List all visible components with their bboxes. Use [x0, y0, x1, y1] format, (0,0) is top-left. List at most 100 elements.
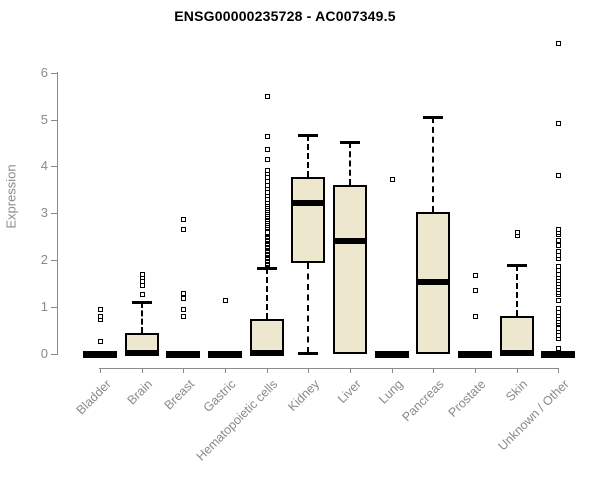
outlier-point: [555, 325, 561, 331]
x-axis-tick: [433, 368, 434, 373]
median-line: [500, 350, 534, 357]
outlier-point: [472, 314, 478, 320]
x-axis-tick: [392, 368, 393, 373]
upper-whisker: [266, 267, 268, 320]
upper-whisker-cap: [298, 133, 318, 137]
outlier-point: [222, 297, 228, 303]
outlier-point: [264, 167, 270, 173]
outlier-point: [555, 237, 561, 243]
median-line: [458, 350, 492, 358]
outlier-point: [472, 288, 478, 294]
outlier-point: [555, 172, 561, 178]
median-line: [166, 350, 200, 358]
upper-whisker-cap: [423, 116, 443, 120]
x-axis-tick: [100, 368, 101, 373]
outlier-point: [555, 121, 561, 127]
y-axis-tick-label: 3: [40, 205, 48, 220]
y-axis-tick-label: 5: [40, 112, 48, 127]
y-axis-tick: [51, 166, 57, 167]
outlier-point: [139, 291, 145, 297]
y-axis-tick: [51, 307, 57, 308]
median-line: [541, 350, 575, 358]
upper-whisker-cap: [132, 301, 152, 305]
x-axis-category-label: Liver: [334, 377, 364, 407]
upper-whisker: [516, 264, 518, 317]
median-line: [291, 199, 325, 206]
median-line: [125, 350, 159, 357]
outlier-point: [555, 297, 561, 303]
x-axis-category-label: Bladder: [73, 377, 114, 418]
outlier-point: [555, 242, 561, 248]
box-iqr: [333, 185, 367, 354]
outlier-point: [472, 273, 478, 279]
outlier-point: [264, 94, 270, 100]
x-axis-category-label: Pancreas: [399, 377, 448, 425]
y-axis-tick-label: 1: [40, 299, 48, 314]
upper-whisker: [432, 117, 434, 212]
x-axis-category-label: Skin: [503, 377, 531, 405]
y-axis-tick: [51, 260, 57, 261]
outlier-point: [389, 177, 395, 183]
outlier-point: [97, 314, 103, 320]
outlier-point: [97, 307, 103, 313]
x-axis-line: [99, 368, 560, 369]
y-axis-tick-label: 4: [40, 158, 48, 173]
median-line: [83, 350, 117, 358]
lower-whisker: [307, 263, 309, 354]
box-iqr: [291, 176, 325, 264]
outlier-point: [180, 290, 186, 296]
upper-whisker: [349, 142, 351, 186]
x-axis-category-label: Breast: [161, 377, 198, 413]
upper-whisker-cap: [340, 141, 360, 145]
x-axis-tick: [267, 368, 268, 373]
box-iqr: [250, 319, 284, 354]
x-axis-tick: [142, 368, 143, 373]
median-line: [375, 350, 409, 358]
outlier-point: [514, 230, 520, 236]
y-axis-tick: [51, 354, 57, 355]
outlier-point: [555, 227, 561, 233]
x-axis-tick: [183, 368, 184, 373]
x-axis-category-label: Lung: [375, 377, 406, 407]
upper-whisker: [141, 302, 143, 333]
outlier-point: [180, 313, 186, 319]
outlier-point: [555, 345, 561, 351]
outlier-point: [264, 229, 270, 235]
median-line: [333, 237, 367, 244]
x-axis-tick: [517, 368, 518, 373]
median-line: [208, 350, 242, 358]
y-axis-tick: [51, 120, 57, 121]
x-axis-category-label: Kidney: [285, 377, 323, 414]
x-axis-tick: [308, 368, 309, 373]
y-axis-tick-label: 6: [40, 65, 48, 80]
outlier-point: [97, 339, 103, 345]
x-axis-tick: [558, 368, 559, 373]
x-axis-category-label: Hematopoietic cells: [193, 377, 281, 464]
y-axis-tick-label: 2: [40, 252, 48, 267]
x-axis-tick: [350, 368, 351, 373]
outlier-point: [264, 156, 270, 162]
median-line: [416, 278, 450, 285]
x-axis-category-label: Gastric: [200, 377, 239, 415]
outlier-point: [139, 271, 145, 277]
lower-whisker-cap: [298, 352, 318, 356]
x-axis-category-label: Prostate: [445, 377, 489, 420]
outlier-point: [180, 226, 186, 232]
outlier-point: [264, 134, 270, 140]
chart-title: ENSG00000235728 - AC007349.5: [174, 8, 396, 24]
y-axis-tick: [51, 213, 57, 214]
outlier-point: [555, 306, 561, 311]
box-iqr: [500, 316, 534, 354]
outlier-point: [180, 307, 186, 313]
x-axis-tick: [225, 368, 226, 373]
x-axis-category-label: Brain: [125, 377, 156, 408]
outlier-point: [180, 216, 186, 222]
outlier-point: [555, 264, 561, 270]
x-axis-tick: [475, 368, 476, 373]
outlier-point: [555, 40, 561, 46]
y-axis-line: [57, 71, 58, 355]
upper-whisker-cap: [507, 263, 527, 267]
upper-whisker: [307, 134, 309, 177]
outlier-point: [180, 295, 186, 301]
